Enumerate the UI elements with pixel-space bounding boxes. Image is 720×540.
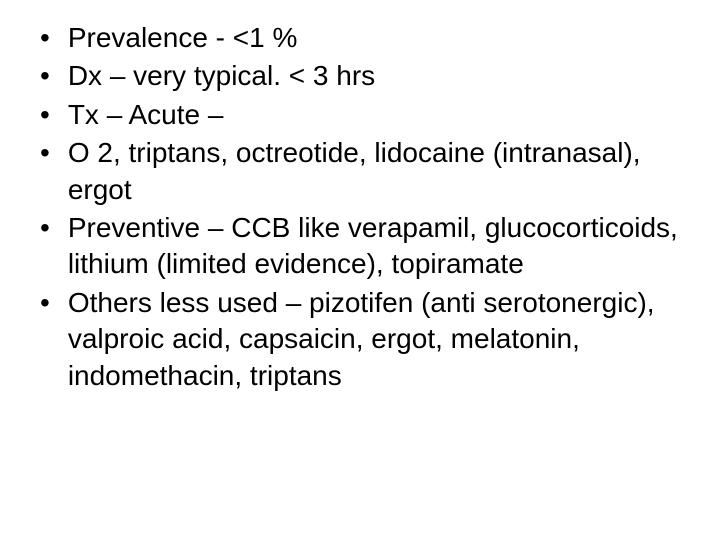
bullet-icon: • [40,135,50,171]
list-item: • Prevalence - <1 % [30,20,680,56]
bullet-text: Preventive – CCB like verapamil, glucoco… [68,210,680,283]
bullet-text: Others less used – pizotifen (anti serot… [68,285,680,394]
list-item: • Preventive – CCB like verapamil, gluco… [30,210,680,283]
list-item: • Tx – Acute – [30,97,680,133]
slide-content: • Prevalence - <1 % • Dx – very typical.… [30,20,680,394]
list-item: • O 2, triptans, octreotide, lidocaine (… [30,135,680,208]
bullet-list: • Prevalence - <1 % • Dx – very typical.… [30,20,680,394]
bullet-icon: • [40,97,50,133]
bullet-text: O 2, triptans, octreotide, lidocaine (in… [68,135,680,208]
bullet-text: Prevalence - <1 % [68,20,298,56]
list-item: • Dx – very typical. < 3 hrs [30,58,680,94]
bullet-text: Dx – very typical. < 3 hrs [68,58,375,94]
bullet-icon: • [40,58,50,94]
bullet-icon: • [40,285,50,321]
bullet-icon: • [40,210,50,246]
bullet-text: Tx – Acute – [68,97,224,133]
list-item: • Others less used – pizotifen (anti ser… [30,285,680,394]
bullet-icon: • [40,20,50,56]
